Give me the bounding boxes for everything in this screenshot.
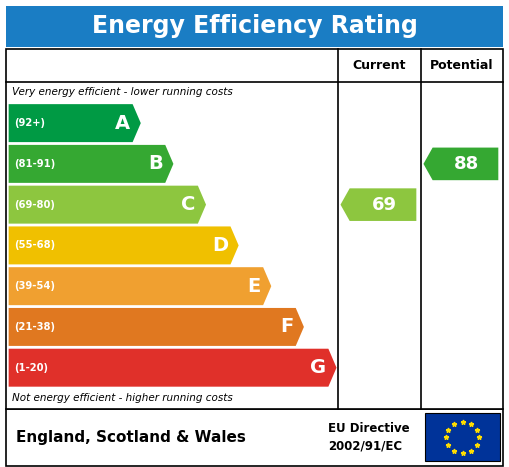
Text: Very energy efficient - lower running costs: Very energy efficient - lower running co… [12,87,233,98]
Text: (69-80): (69-80) [14,200,54,210]
Text: 2002/91/EC: 2002/91/EC [328,439,403,452]
Polygon shape [423,148,498,180]
Text: F: F [280,318,293,336]
Text: England, Scotland & Wales: England, Scotland & Wales [16,430,246,445]
Text: Potential: Potential [430,59,494,72]
Text: (81-91): (81-91) [14,159,55,169]
Text: 88: 88 [455,155,479,173]
Text: (39-54): (39-54) [14,281,55,291]
Bar [6,49,503,409]
Text: (1-20): (1-20) [14,363,48,373]
Text: D: D [212,236,228,255]
Text: Energy Efficiency Rating: Energy Efficiency Rating [92,14,417,38]
Text: G: G [309,358,326,377]
Text: EU Directive: EU Directive [328,423,410,435]
Polygon shape [9,145,174,183]
Text: A: A [115,113,130,133]
Polygon shape [9,226,239,264]
Polygon shape [9,104,141,142]
Polygon shape [9,349,336,387]
Polygon shape [9,186,206,224]
Bar [6,6,503,47]
Text: (55-68): (55-68) [14,241,55,250]
Text: C: C [181,195,195,214]
Text: B: B [148,155,163,173]
Bar [425,413,500,461]
Text: Current: Current [353,59,406,72]
Text: (92+): (92+) [14,118,45,128]
Bar [6,409,503,466]
Polygon shape [9,267,271,305]
Text: Not energy efficient - higher running costs: Not energy efficient - higher running co… [12,393,233,403]
Text: (21-38): (21-38) [14,322,55,332]
Text: E: E [247,276,261,296]
Polygon shape [341,188,416,221]
Text: 69: 69 [372,196,397,213]
Polygon shape [9,308,304,346]
